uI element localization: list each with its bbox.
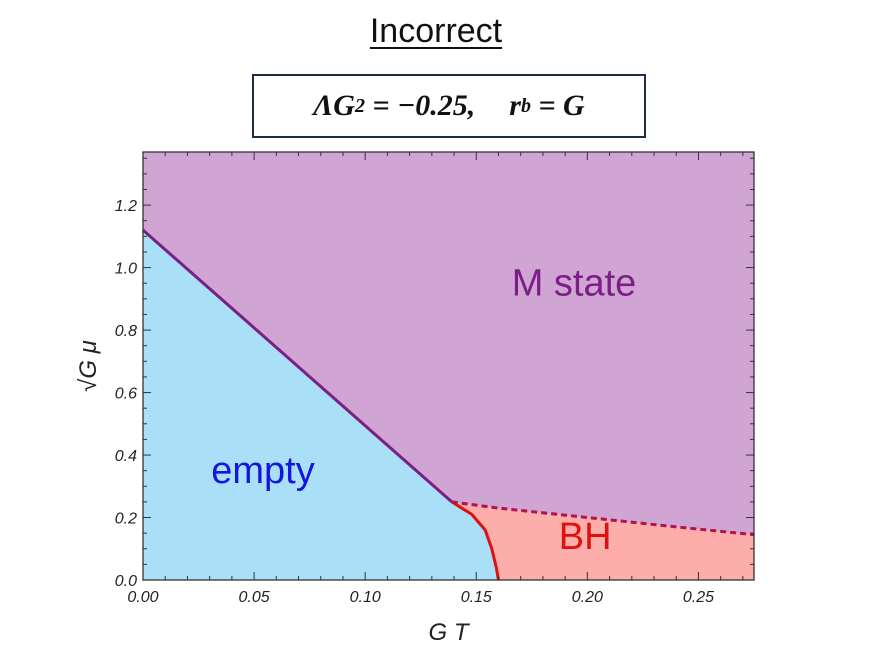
y-tick-label: 0.0 (115, 573, 137, 590)
region-bh (451, 501, 754, 580)
y-tick-label: 0.2 (115, 511, 137, 528)
x-tick-label: 0.05 (239, 589, 270, 606)
y-tick-label: 1.0 (115, 261, 137, 278)
y-axis-label: √G μ (75, 340, 102, 392)
region-labels-layer: M state empty BH (211, 263, 636, 558)
region-label-bh: BH (559, 516, 612, 558)
formula-value: = −0.25, (364, 89, 476, 122)
x-tick-label: 0.25 (683, 589, 714, 606)
formula-lhs: ΛG (313, 89, 355, 122)
boundaries-layer (142, 228, 755, 581)
formula-rb: r (509, 89, 521, 122)
y-tick-label: 0.4 (115, 448, 137, 465)
ticks-layer: 0.00 0.05 0.10 0.15 0.20 0.25 0.0 0.2 0.4 0.6 0.8 1… (115, 152, 754, 606)
x-tick-label: 0.00 (127, 589, 158, 606)
formula-box: ΛG 2 = −0.25, r b = G (252, 74, 646, 138)
formula-lhs-exponent: 2 (354, 94, 365, 117)
x-axis-label: G T (429, 619, 471, 646)
region-label-empty: empty (211, 450, 314, 492)
formula-rb-value: = G (530, 89, 585, 122)
boundary-line-1 (451, 500, 500, 581)
y-tick-label: 0.8 (115, 323, 137, 340)
figure-title: Incorrect (369, 12, 503, 50)
x-tick-label: 0.15 (461, 589, 492, 606)
x-tick-label: 0.10 (350, 589, 381, 606)
y-tick-label: 0.6 (115, 386, 137, 403)
region-empty (143, 230, 499, 580)
plot-frame (142, 151, 755, 581)
boundary-line-0 (142, 228, 453, 504)
boundary-line-2 (451, 500, 755, 537)
regions-layer (143, 152, 754, 580)
formula-rb-subscript: b (520, 94, 531, 117)
x-tick-label: 0.20 (572, 589, 603, 606)
y-tick-label: 1.2 (115, 198, 137, 215)
region-label-m-state: M state (512, 263, 637, 305)
